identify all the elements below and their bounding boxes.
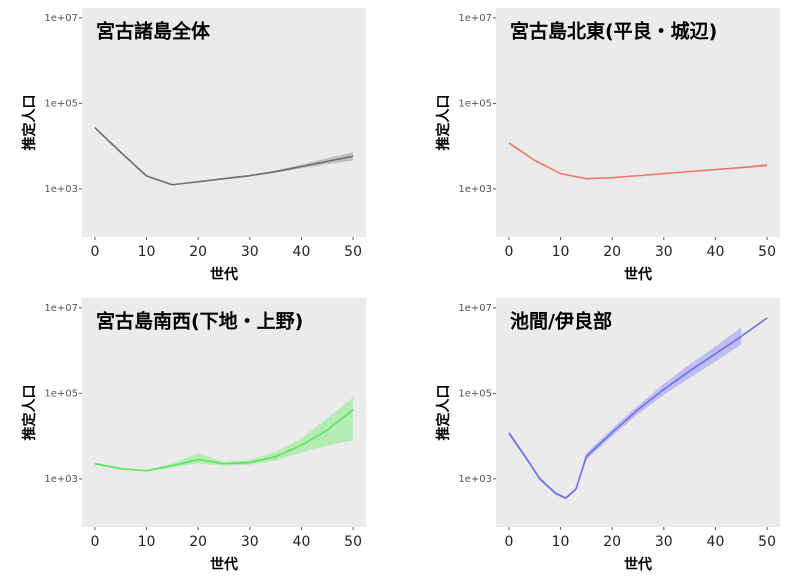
x-tick-label: 30 bbox=[241, 244, 259, 260]
y-tick-label: 1e+07 bbox=[44, 13, 78, 24]
x-tick-label: 40 bbox=[293, 534, 311, 550]
x-tick-label: 20 bbox=[603, 244, 621, 260]
panel: 1e+03 1e+05 1e+07 0 10 20 30 40 50 世代 推定人口 宮古島南西(下地… bbox=[21, 298, 366, 573]
x-tick-label: 40 bbox=[293, 244, 311, 260]
panel-title: 宮古島北東(平良・城辺) bbox=[510, 20, 717, 43]
y-tick-label: 1e+07 bbox=[458, 13, 492, 24]
plot-background bbox=[82, 298, 366, 527]
y-tick-label: 1e+03 bbox=[458, 184, 492, 195]
x-tick-label: 10 bbox=[552, 534, 570, 550]
x-tick-label: 50 bbox=[758, 244, 776, 260]
y-tick-label: 1e+05 bbox=[44, 388, 78, 399]
panel-title: 宮古諸島全体 bbox=[96, 20, 211, 43]
x-tick-label: 30 bbox=[655, 244, 673, 260]
plot-background bbox=[82, 8, 366, 237]
x-tick-label: 20 bbox=[603, 534, 621, 550]
panel: 1e+03 1e+05 1e+07 0 10 20 30 40 50 世代 推定人口 宮古島北東(平良… bbox=[435, 8, 780, 283]
x-tick-label: 10 bbox=[138, 534, 156, 550]
x-tick-label: 40 bbox=[707, 244, 725, 260]
line bbox=[508, 142, 768, 180]
x-tick-label: 0 bbox=[504, 534, 513, 550]
x-tick-label: 0 bbox=[90, 244, 99, 260]
plot-background bbox=[496, 8, 780, 237]
x-tick-label: 20 bbox=[189, 534, 207, 550]
panel-title: 宮古島南西(下地・上野) bbox=[96, 310, 303, 333]
x-tick-label: 50 bbox=[344, 534, 362, 550]
x-tick-label: 10 bbox=[552, 244, 570, 260]
y-axis-label: 推定人口 bbox=[435, 95, 452, 151]
x-tick-label: 0 bbox=[90, 534, 99, 550]
y-tick-label: 1e+07 bbox=[44, 303, 78, 314]
x-tick-label: 50 bbox=[344, 244, 362, 260]
x-tick-label: 30 bbox=[655, 534, 673, 550]
y-tick-label: 1e+05 bbox=[44, 98, 78, 109]
x-tick-label: 30 bbox=[241, 534, 259, 550]
confidence-band bbox=[94, 127, 354, 185]
y-tick-label: 1e+05 bbox=[458, 98, 492, 109]
y-axis-label: 推定人口 bbox=[21, 385, 38, 441]
x-tick-label: 10 bbox=[138, 244, 156, 260]
confidence-band bbox=[508, 327, 742, 500]
x-axis-label: 世代 bbox=[210, 266, 238, 283]
panel: 1e+03 1e+05 1e+07 0 10 20 30 40 50 世代 推定人口 池間/伊良部 bbox=[435, 298, 780, 573]
panel-title: 池間/伊良部 bbox=[510, 310, 612, 333]
y-axis-label: 推定人口 bbox=[435, 385, 452, 441]
confidence-band bbox=[94, 397, 354, 472]
y-tick-label: 1e+03 bbox=[458, 474, 492, 485]
x-axis-label: 世代 bbox=[624, 556, 652, 573]
x-axis-label: 世代 bbox=[210, 556, 238, 573]
y-tick-label: 1e+03 bbox=[44, 474, 78, 485]
x-axis-label: 世代 bbox=[624, 266, 652, 283]
line bbox=[94, 408, 354, 472]
panel: 1e+03 1e+05 1e+07 0 10 20 30 40 50 世代 推定人口 宮古諸島全体 bbox=[21, 8, 366, 283]
y-tick-label: 1e+05 bbox=[458, 388, 492, 399]
line bbox=[508, 317, 768, 499]
x-tick-label: 50 bbox=[758, 534, 776, 550]
x-tick-label: 0 bbox=[504, 244, 513, 260]
y-axis-label: 推定人口 bbox=[21, 95, 38, 151]
x-tick-label: 40 bbox=[707, 534, 725, 550]
x-tick-label: 20 bbox=[189, 244, 207, 260]
y-tick-label: 1e+03 bbox=[44, 184, 78, 195]
y-tick-label: 1e+07 bbox=[458, 303, 492, 314]
line bbox=[94, 127, 354, 186]
